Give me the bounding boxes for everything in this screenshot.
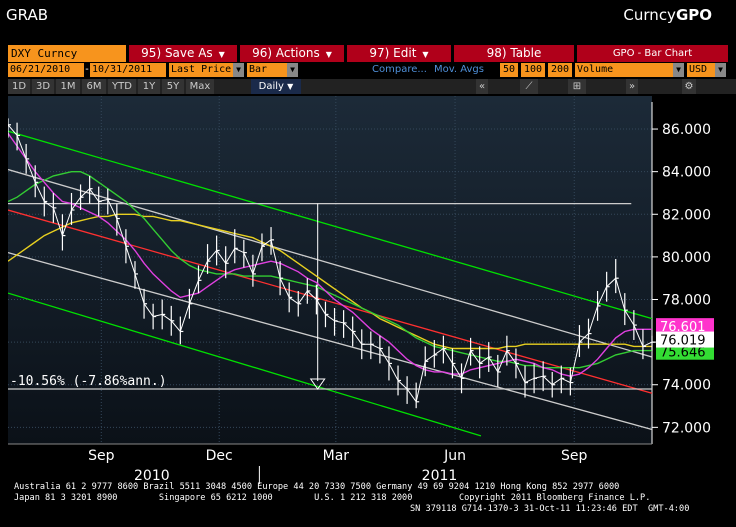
function-label: GPO [675,6,712,24]
compare-link[interactable]: Compare... [372,64,427,75]
ma2-field[interactable]: 100 [521,63,545,77]
frequency-select[interactable]: Daily ▼ [251,79,301,94]
y-tick-label: 72.000 [662,420,711,436]
footer-line-2: Japan 81 3 3201 8900 Singapore 65 6212 1… [14,493,651,503]
edit-label: 97) Edit [369,46,417,60]
chevron-down-icon[interactable]: ▼ [287,63,298,77]
period-1d[interactable]: 1D [8,79,30,94]
chevron-down-icon[interactable]: ▼ [715,63,726,77]
y-tick-label: 86.000 [662,122,711,138]
trend-line-inner-upper[interactable] [8,168,653,358]
ma3-field[interactable]: 200 [548,63,572,77]
plot-background [8,96,652,444]
x-tick-label: Sep [561,448,588,464]
ma50-badge-bg [656,318,714,335]
footer-line-1: Australia 61 2 9777 8600 Brazil 5511 304… [14,482,620,492]
edit-button[interactable]: 97) Edit ▼ [347,45,451,62]
mov-avgs-link[interactable]: Mov. Avgs [434,64,484,75]
ma50-badge: 76.601 [660,320,706,335]
y-tick-label: 82.000 [662,207,711,223]
period-1m[interactable]: 1M [56,79,80,94]
x-year-label: 2010 [134,468,170,484]
x-tick-label: Dec [206,448,233,464]
x-tick-label: Mar [323,448,350,464]
footer: Australia 61 2 9777 8600 Brazil 5511 304… [0,482,736,527]
start-date-field[interactable]: 06/21/2010 [8,63,84,77]
chevron-down-icon[interactable]: ▼ [233,63,244,77]
screen-title: GRAB [6,6,48,24]
y-tick-label: 80.000 [662,250,711,266]
footer-line-3: SN 379118 G714-1370-3 31-Oct-11 11:23:46… [410,504,690,514]
gear-icon[interactable]: ⚙ [682,79,696,94]
chevron-down-icon[interactable]: ▼ [673,63,684,77]
period-1y[interactable]: 1Y [138,79,160,94]
save-as-button[interactable]: 95) Save As ▼ [129,45,237,62]
period-max[interactable]: Max [186,79,214,94]
scroll-left-icon[interactable]: « [476,79,488,94]
actions-label: 96) Actions [252,46,320,60]
table-button[interactable]: 98) Table [454,45,574,62]
save-as-label: 95) Save As [141,46,213,60]
period-6m[interactable]: 6M [82,79,106,94]
zoom-icon[interactable]: ⊞ [568,79,586,94]
end-date-field[interactable]: 10/31/2011 [90,63,166,77]
lower-panel-select[interactable]: Volume [575,63,673,77]
measure-arrow-icon [309,378,326,390]
frequency-label: Daily [258,81,284,92]
date-separator: - [84,64,91,75]
currency-select[interactable]: USD [687,63,715,77]
last-price-badge: 76.019 [660,334,706,349]
chevron-down-icon: ▼ [325,50,332,59]
chevron-down-icon: ▼ [218,50,225,59]
y-tick-label: 74.000 [662,378,711,394]
sector-label: Curncy [623,6,676,24]
price-field-select[interactable]: Last Price [169,63,233,77]
style-select[interactable]: Bar [247,63,287,77]
trend-line-inner-lower[interactable] [8,252,653,431]
trend-tool-icon[interactable]: ⟋ [520,79,538,94]
change-annotation: -10.56% (-7.86%ann.) [10,374,167,389]
trend-line-midline[interactable] [8,209,653,394]
chart-type-label: GPO - Bar Chart [577,45,728,62]
security-field[interactable]: DXY Curncy [8,45,126,62]
price-chart[interactable]: 72.00074.00076.00078.00080.00082.00084.0… [8,96,736,484]
axis-background [652,96,736,444]
x-year-label: 2011 [422,468,458,484]
trend-line-channel-lower[interactable] [8,292,482,437]
period-5y[interactable]: 5Y [162,79,184,94]
x-tick-label: Sep [88,448,115,464]
last-price-badge-bg [656,331,714,348]
x-tick-label: Jun [443,448,466,464]
ma100-badge-bg [656,343,714,360]
ma100-badge: 75.646 [660,346,706,361]
ma50-line [8,132,652,377]
chevron-down-icon: ▼ [422,50,429,59]
price-line [8,124,653,404]
period-3d[interactable]: 3D [32,79,54,94]
y-tick-label: 78.000 [662,293,711,309]
market-sector-title: CurncyGPO [623,6,712,24]
table-label: 98) Table [486,46,542,60]
title-bar: GRAB CurncyGPO [0,0,736,44]
trend-line-channel-upper[interactable] [8,130,653,320]
ma1-field[interactable]: 50 [500,63,518,77]
actions-button[interactable]: 96) Actions ▼ [240,45,344,62]
y-tick-label: 84.000 [662,165,711,181]
scroll-right-icon[interactable]: » [626,79,638,94]
period-ytd[interactable]: YTD [108,79,136,94]
chevron-down-icon: ▼ [287,82,294,91]
